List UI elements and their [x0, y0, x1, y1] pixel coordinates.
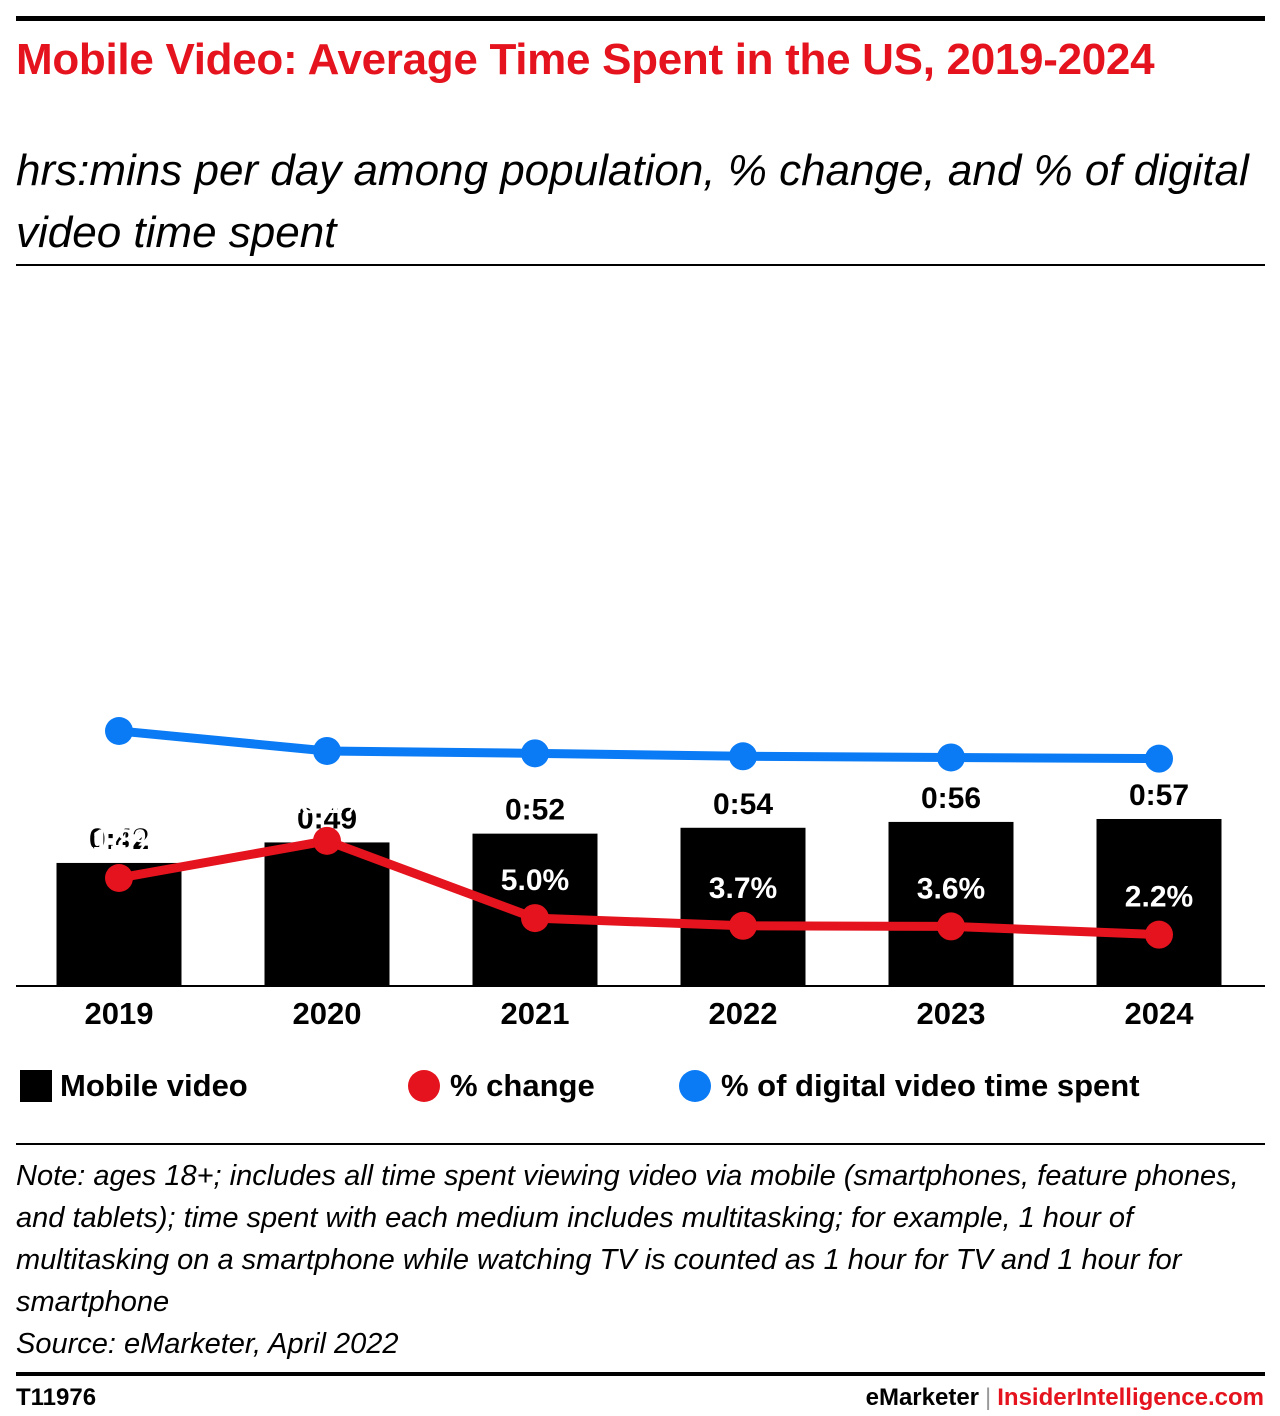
legend-item-pct-digital: % of digital video time spent	[679, 1064, 1140, 1108]
point-of-digital-video-time-spent-2019	[105, 717, 133, 745]
legend: Mobile video % change % of digital video…	[16, 1064, 1256, 1108]
point-change-2022	[729, 911, 757, 940]
point-of-digital-video-time-spent-2021	[521, 739, 549, 768]
x-tick-label-2019: 2019	[85, 996, 154, 1031]
chart-note: Note: ages 18+; includes all time spent …	[16, 1155, 1261, 1365]
footer-brand: eMarketer | InsiderIntelligence.com	[866, 1384, 1264, 1412]
top-rule	[16, 16, 1265, 21]
point-change-2021	[521, 904, 549, 933]
brand-separator: |	[985, 1384, 992, 1411]
legend-label-mobile-video: Mobile video	[60, 1068, 248, 1103]
legend-swatch-pct-digital	[679, 1070, 711, 1102]
point-label-of-digital-video-time-spent-2019: 37.6%	[76, 677, 161, 710]
point-label-change-2023: 3.6%	[917, 872, 985, 905]
brand-emarketer: eMarketer	[865, 1384, 980, 1411]
legend-label-pct-change: % change	[450, 1068, 595, 1103]
point-change-2024	[1145, 920, 1173, 949]
bar-2020	[264, 842, 390, 986]
point-change-2019	[105, 864, 133, 892]
line-change	[114, 836, 1164, 940]
chart-title: Mobile Video: Average Time Spent in the …	[16, 35, 1155, 84]
x-tick-label-2020: 2020	[293, 996, 362, 1031]
point-of-digital-video-time-spent-2023	[937, 743, 965, 772]
bar-label-2024: 0:57	[1129, 779, 1189, 812]
x-tick-label-2022: 2022	[709, 996, 778, 1031]
bar-2024	[1096, 818, 1222, 986]
point-label-of-digital-video-time-spent-2021: 33.8%	[492, 699, 577, 732]
point-label-change-2022: 3.7%	[709, 872, 777, 905]
point-label-of-digital-video-time-spent-2024: 32.9%	[1116, 705, 1201, 738]
point-of-digital-video-time-spent-2022	[729, 742, 757, 771]
line-of-digital-video-time-spent	[114, 726, 1164, 764]
source-text: Source: eMarketer, April 2022	[16, 1328, 399, 1360]
point-change-2023	[937, 912, 965, 941]
bar-2022	[680, 827, 806, 986]
bar-label-2021: 0:52	[505, 794, 565, 827]
point-label-of-digital-video-time-spent-2022: 33.3%	[700, 702, 785, 735]
bar-label-2023: 0:56	[921, 782, 981, 815]
legend-item-pct-change: % change	[408, 1064, 595, 1108]
bar-label-2019: 0:42	[89, 823, 149, 856]
header-divider	[16, 264, 1265, 266]
legend-swatch-mobile-video	[20, 1070, 52, 1102]
bar-2023	[888, 821, 1014, 986]
x-tick-label-2024: 2024	[1125, 996, 1195, 1031]
chart-subtitle: hrs:mins per day among population, % cha…	[16, 146, 1249, 257]
x-tick-label-2023: 2023	[917, 996, 986, 1031]
brand-insider-intelligence: InsiderIntelligence.com	[997, 1384, 1264, 1411]
bar-label-2022: 0:54	[713, 788, 773, 821]
point-change-2020	[313, 826, 341, 855]
point-label-change-2019: 11.8%	[77, 824, 160, 857]
legend-divider	[16, 1143, 1265, 1145]
legend-item-mobile-video: Mobile video	[20, 1064, 248, 1108]
point-label-change-2021: 5.0%	[501, 864, 569, 897]
footer-rule	[16, 1372, 1265, 1376]
legend-swatch-pct-change	[408, 1070, 440, 1102]
point-label-of-digital-video-time-spent-2020: 34.2%	[284, 697, 369, 730]
point-label-change-2024: 2.2%	[1125, 881, 1193, 914]
chart-id: T11976	[16, 1384, 97, 1411]
point-of-digital-video-time-spent-2024	[1145, 744, 1173, 773]
note-text: Note: ages 18+; includes all time spent …	[16, 1160, 1239, 1318]
legend-label-pct-digital: % of digital video time spent	[721, 1068, 1140, 1103]
point-label-of-digital-video-time-spent-2023: 33.1%	[908, 703, 993, 736]
point-of-digital-video-time-spent-2020	[313, 736, 341, 765]
x-tick-label-2021: 2021	[501, 996, 570, 1031]
point-label-change-2020: 18.1%	[284, 787, 369, 820]
